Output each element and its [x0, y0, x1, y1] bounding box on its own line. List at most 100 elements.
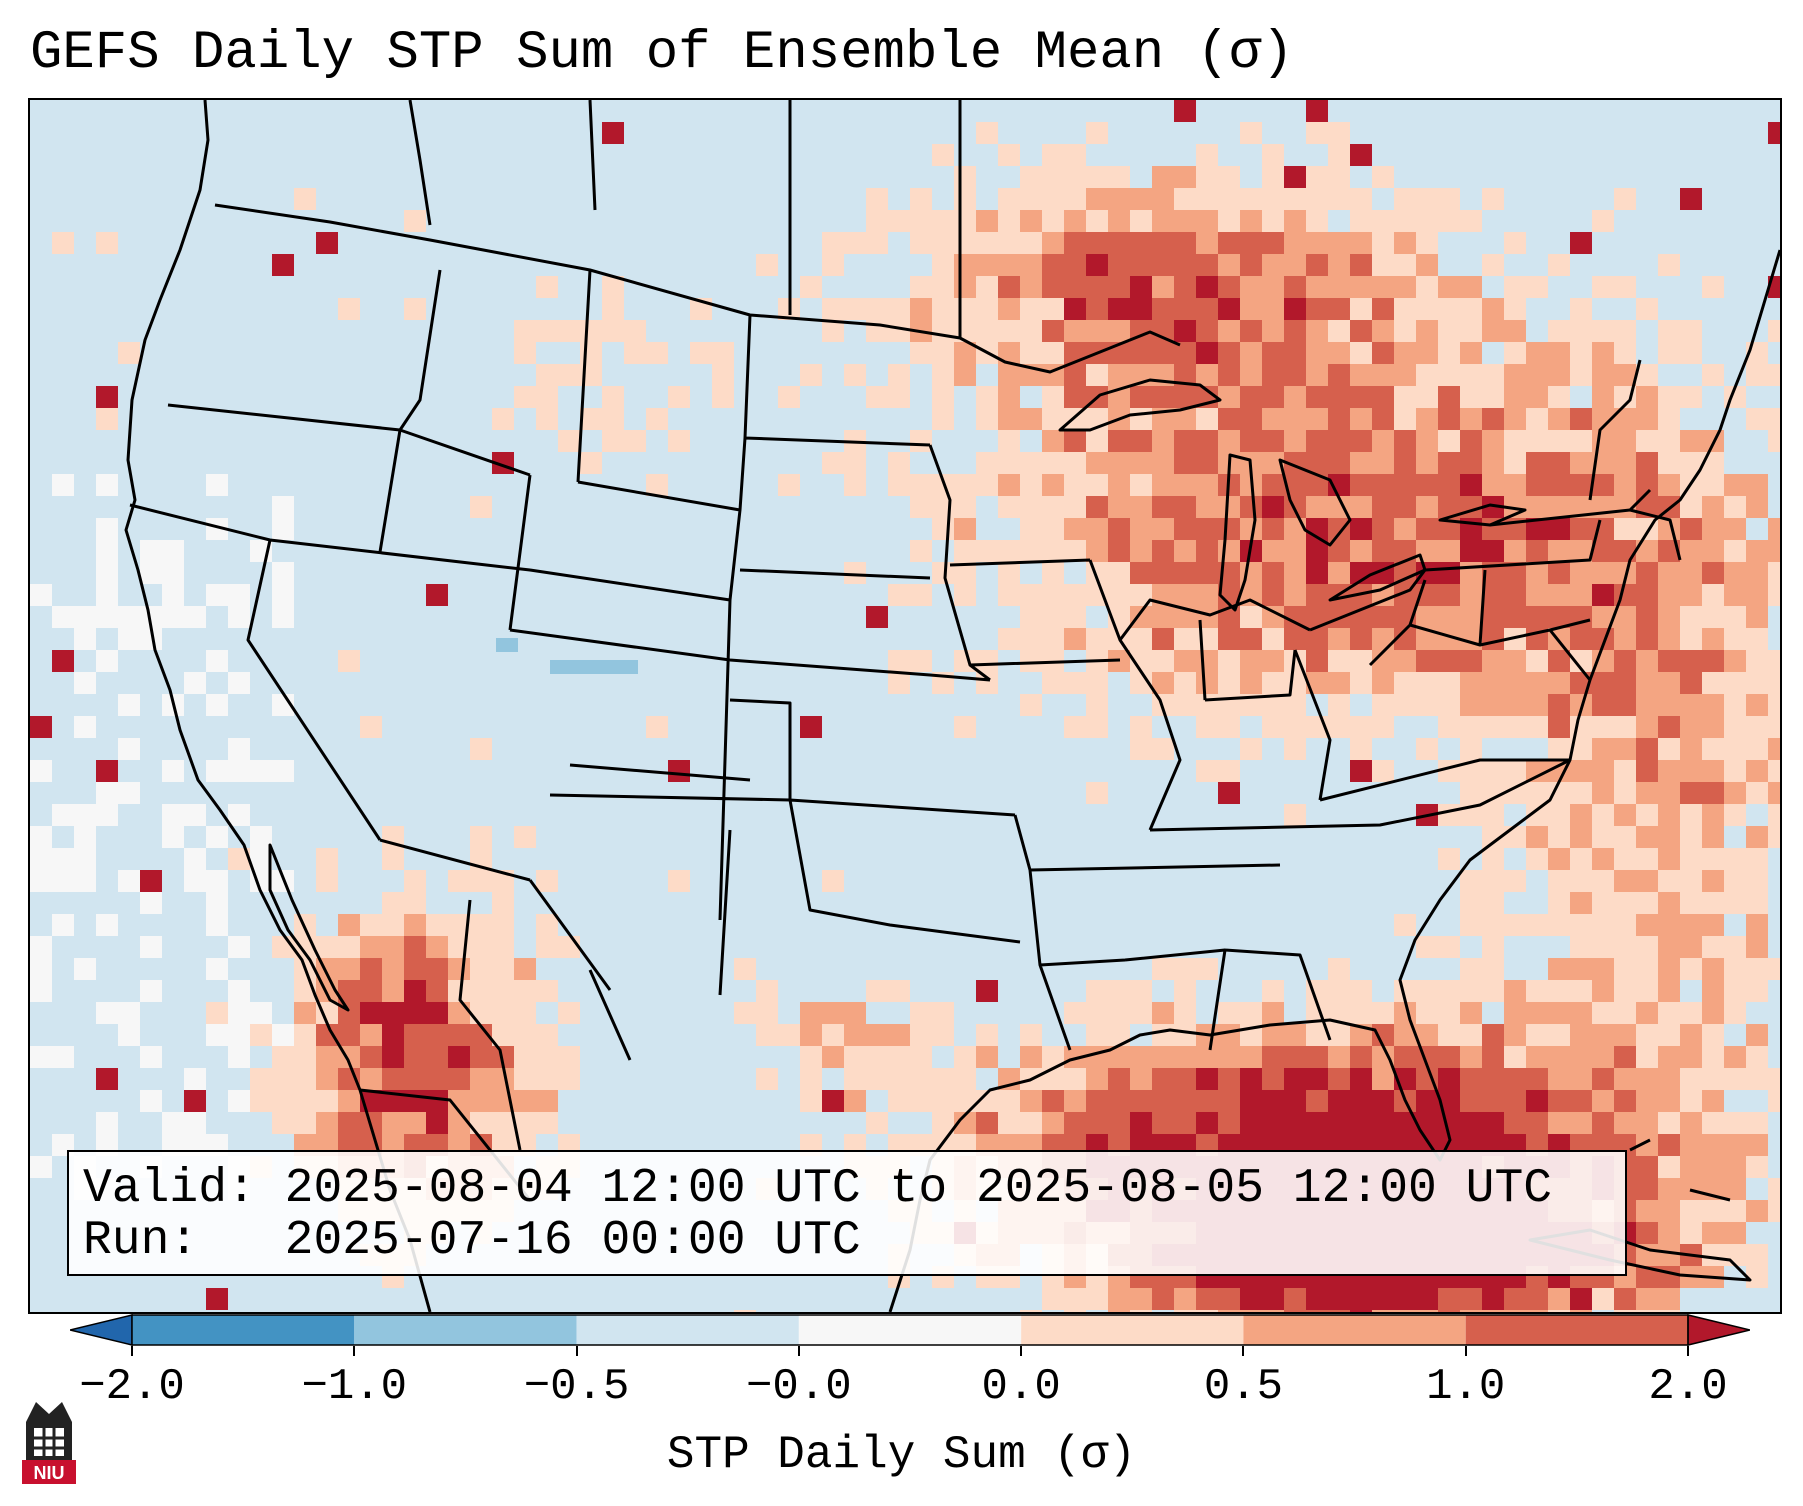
stp-cell	[1240, 1090, 1262, 1112]
stp-cell	[1482, 804, 1504, 826]
stp-cell	[1306, 166, 1328, 188]
stp-cell	[888, 474, 910, 496]
stp-cell	[1284, 1024, 1306, 1046]
valid-label: Valid:	[83, 1162, 256, 1216]
stp-cell	[1614, 694, 1636, 716]
stp-cell	[1152, 958, 1174, 980]
stp-cell	[1306, 1090, 1328, 1112]
stp-cell	[1658, 1178, 1680, 1200]
stp-cell	[1064, 1046, 1086, 1068]
stp-cell	[426, 1112, 448, 1134]
stp-cell	[206, 892, 228, 914]
stp-cell	[888, 210, 910, 232]
stp-cell	[1042, 386, 1064, 408]
stp-cell	[1504, 716, 1526, 738]
stp-cell	[118, 606, 140, 628]
stp-cell	[338, 958, 360, 980]
stp-cell	[1020, 166, 1042, 188]
stp-cell	[1482, 540, 1504, 562]
stp-cell	[1526, 848, 1548, 870]
stp-cell	[1284, 210, 1306, 232]
stp-cell	[1262, 1112, 1284, 1134]
stp-cell	[1218, 1288, 1240, 1310]
stp-cell	[1592, 694, 1614, 716]
stp-cell	[1416, 188, 1438, 210]
stp-cell	[1768, 694, 1780, 716]
stp-cell	[1614, 1002, 1636, 1024]
stp-cell	[206, 914, 228, 936]
stp-cell	[1262, 452, 1284, 474]
stp-cell	[558, 1046, 580, 1068]
stp-cell	[1460, 1046, 1482, 1068]
stp-cell	[1724, 584, 1746, 606]
stp-cell	[1768, 804, 1780, 826]
stp-cell	[1416, 694, 1438, 716]
stp-cell	[1196, 518, 1218, 540]
stp-cell	[954, 298, 976, 320]
stp-cell	[294, 1024, 316, 1046]
stp-cell	[1020, 496, 1042, 518]
stp-cell	[1262, 430, 1284, 452]
stp-cell	[998, 1112, 1020, 1134]
stp-cell	[1350, 210, 1372, 232]
stp-cell	[382, 1046, 404, 1068]
stp-cell	[1746, 1266, 1768, 1288]
stp-cell	[1614, 276, 1636, 298]
stp-cell	[602, 430, 624, 452]
stp-cell	[1152, 188, 1174, 210]
stp-cell	[1020, 584, 1042, 606]
stp-cell	[1438, 188, 1460, 210]
stp-cell	[1636, 694, 1658, 716]
stp-cell	[1086, 628, 1108, 650]
stp-cell	[932, 408, 954, 430]
stp-cell	[1548, 980, 1570, 1002]
stp-cell	[1680, 1156, 1702, 1178]
stp-cell	[360, 1024, 382, 1046]
stp-cell	[1702, 1134, 1724, 1156]
gulf-atlantic-coastline	[888, 249, 1780, 1312]
stp-cell	[1592, 804, 1614, 826]
stp-cell	[1438, 298, 1460, 320]
stp-cell	[910, 276, 932, 298]
stp-cell	[778, 1024, 800, 1046]
stp-cell	[470, 914, 492, 936]
stp-cell	[1262, 606, 1284, 628]
colorbar-tick-label: −0.5	[523, 1362, 630, 1412]
stp-cell	[1592, 430, 1614, 452]
stp-cell	[1526, 518, 1548, 540]
stp-cell	[1416, 628, 1438, 650]
stp-cell	[1724, 606, 1746, 628]
stp-cell	[1680, 1024, 1702, 1046]
stp-cell	[1702, 1156, 1724, 1178]
stp-cell	[646, 474, 668, 496]
stp-cell	[1328, 188, 1350, 210]
stp-cell	[1042, 562, 1064, 584]
stp-cell	[52, 650, 74, 672]
stp-cell	[1548, 760, 1570, 782]
stp-cell	[756, 1068, 778, 1090]
stp-cell	[1394, 320, 1416, 342]
stp-cell	[888, 1090, 910, 1112]
stp-cell	[74, 628, 96, 650]
stp-cell	[382, 980, 404, 1002]
stp-cell	[1570, 1024, 1592, 1046]
stp-cell	[1416, 1090, 1438, 1112]
stp-cell	[998, 276, 1020, 298]
stp-cell	[1174, 518, 1196, 540]
stp-cell	[1086, 1002, 1108, 1024]
stp-cell	[1570, 848, 1592, 870]
stp-cell	[1724, 936, 1746, 958]
stp-cell	[1328, 518, 1350, 540]
lake-ontario	[1438, 503, 1527, 527]
stp-cell	[1702, 1068, 1724, 1090]
stp-cell	[1482, 188, 1504, 210]
stp-cell	[140, 980, 162, 1002]
stp-cell	[1350, 276, 1372, 298]
stp-cell	[1438, 452, 1460, 474]
stp-cell	[1460, 364, 1482, 386]
stp-cell	[954, 474, 976, 496]
stp-cell	[1768, 562, 1780, 584]
stp-cell	[1702, 782, 1724, 804]
stp-cell	[1658, 1200, 1680, 1222]
stp-cell	[96, 518, 118, 540]
